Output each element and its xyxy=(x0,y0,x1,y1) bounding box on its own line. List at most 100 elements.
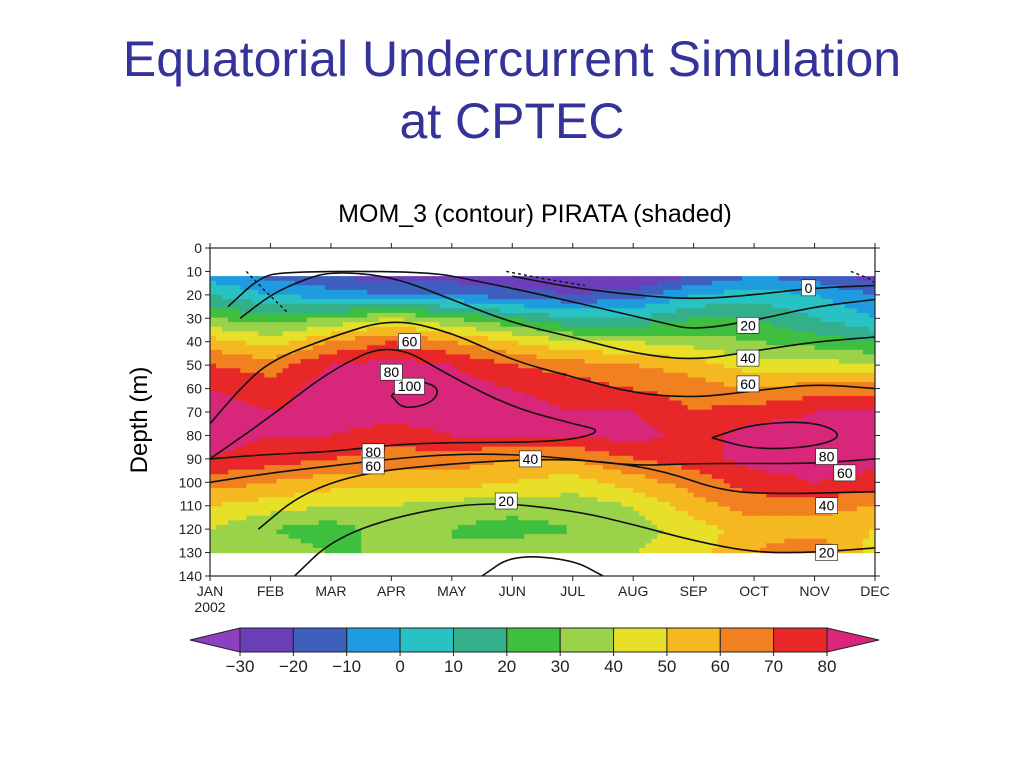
shaded-cell xyxy=(790,312,798,319)
shaded-cell xyxy=(439,336,447,342)
shaded-cell xyxy=(445,409,453,415)
shaded-cell xyxy=(554,276,562,282)
shaded-cell xyxy=(518,299,525,305)
shaded-cell xyxy=(844,354,852,360)
shaded-cell xyxy=(324,285,332,291)
shaded-cell xyxy=(409,400,417,406)
shaded-cell xyxy=(494,299,501,305)
shaded-cell xyxy=(445,474,453,480)
shaded-cell xyxy=(234,469,241,475)
shaded-cell xyxy=(512,395,519,402)
shaded-cell xyxy=(717,276,725,282)
shaded-cell xyxy=(318,317,326,323)
shaded-cell xyxy=(633,423,640,429)
shaded-cell xyxy=(814,326,822,333)
shaded-cell xyxy=(252,308,259,314)
shaded-cell xyxy=(216,340,223,346)
shaded-cell xyxy=(554,312,562,319)
shaded-cell xyxy=(560,460,568,466)
shaded-cell xyxy=(844,368,852,374)
shaded-cell xyxy=(222,428,229,434)
shaded-cell xyxy=(439,363,447,369)
shaded-cell xyxy=(439,460,447,466)
shaded-cell xyxy=(663,308,671,314)
shaded-cell xyxy=(615,441,622,448)
shaded-cell xyxy=(397,418,405,425)
shaded-cell xyxy=(421,405,429,411)
shaded-cell xyxy=(506,474,513,480)
shaded-cell xyxy=(754,423,761,429)
shaded-cell xyxy=(355,289,362,296)
shaded-cell xyxy=(748,289,755,296)
shaded-cell xyxy=(276,405,284,411)
shaded-cell xyxy=(802,451,810,457)
shaded-cell xyxy=(330,326,338,333)
shaded-cell xyxy=(717,312,725,319)
shaded-cell xyxy=(258,469,266,475)
shaded-cell xyxy=(868,354,875,360)
shaded-cell xyxy=(699,336,707,342)
shaded-cell xyxy=(415,423,423,429)
shaded-cell xyxy=(723,280,731,286)
shaded-cell xyxy=(754,340,761,346)
shaded-cell xyxy=(312,418,320,425)
shaded-cell xyxy=(862,377,870,383)
shaded-cell xyxy=(790,317,798,323)
shaded-cell xyxy=(693,428,701,434)
shaded-cell xyxy=(270,437,278,443)
shaded-cell xyxy=(330,451,338,457)
shaded-cell xyxy=(699,382,707,388)
shaded-cell xyxy=(216,428,223,434)
shaded-cell xyxy=(584,317,592,323)
shaded-cell xyxy=(602,418,610,425)
shaded-cell xyxy=(572,400,580,406)
shaded-cell xyxy=(584,312,592,319)
shaded-cell xyxy=(802,345,810,351)
shaded-cell xyxy=(868,345,875,351)
shaded-cell xyxy=(367,363,374,369)
shaded-cell xyxy=(645,441,652,448)
shaded-cell xyxy=(832,326,840,333)
shaded-cell xyxy=(542,418,550,425)
shaded-cell xyxy=(500,469,507,475)
shaded-cell xyxy=(300,437,308,443)
shaded-cell xyxy=(681,465,689,471)
shaded-cell xyxy=(856,331,864,337)
shaded-cell xyxy=(572,455,580,462)
shaded-cell xyxy=(554,354,562,360)
shaded-cell xyxy=(832,400,840,406)
shaded-cell xyxy=(590,280,598,286)
shaded-cell xyxy=(506,405,513,411)
shaded-cell xyxy=(844,372,852,379)
shaded-cell xyxy=(808,354,816,360)
shaded-cell xyxy=(784,382,791,388)
shaded-cell xyxy=(494,382,501,388)
shaded-cell xyxy=(330,331,338,337)
shaded-cell xyxy=(494,409,501,415)
shaded-cell xyxy=(729,280,737,286)
shaded-cell xyxy=(427,469,435,475)
shaded-cell xyxy=(373,372,380,379)
shaded-cell xyxy=(457,308,465,314)
shaded-cell xyxy=(445,460,453,466)
shaded-cell xyxy=(439,299,447,305)
shaded-cell xyxy=(844,400,852,406)
shaded-cell xyxy=(868,446,875,452)
shaded-cell xyxy=(663,455,671,462)
shaded-cell xyxy=(494,285,501,291)
shaded-cell xyxy=(548,354,556,360)
shaded-cell xyxy=(355,428,362,434)
shaded-cell xyxy=(488,322,495,328)
shaded-cell xyxy=(850,308,858,314)
shaded-cell xyxy=(669,391,677,397)
shaded-cell xyxy=(324,312,332,319)
shaded-cell xyxy=(216,441,223,448)
shaded-cell xyxy=(596,377,604,383)
shaded-cell xyxy=(451,382,459,388)
shaded-cell xyxy=(602,349,610,356)
shaded-cell xyxy=(518,317,525,323)
shaded-cell xyxy=(536,368,544,374)
shaded-cell xyxy=(856,322,864,328)
shaded-cell xyxy=(488,395,495,402)
shaded-cell xyxy=(482,308,489,314)
